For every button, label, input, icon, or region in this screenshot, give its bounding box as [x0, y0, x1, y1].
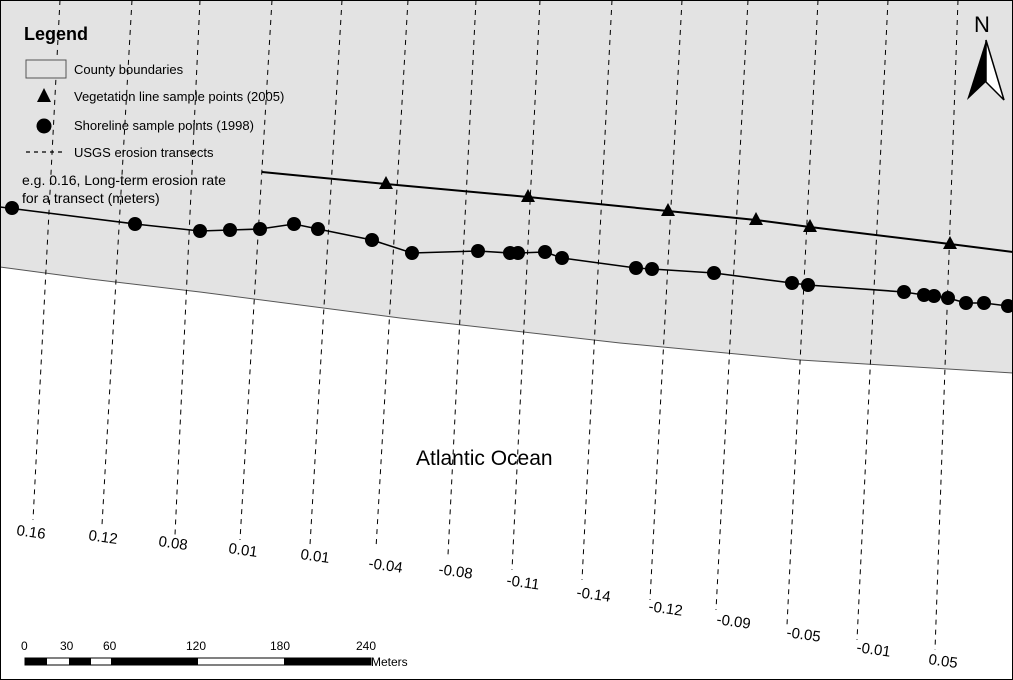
erosion-transect	[375, 0, 409, 549]
shoreline-point	[959, 296, 973, 310]
legend: Legend County boundaries Vegetation line…	[22, 24, 284, 206]
scale-tick-label: 180	[270, 639, 290, 653]
scale-tick-label: 30	[60, 639, 74, 653]
transect-rate-label: -0.01	[855, 639, 891, 661]
erosion-transect	[239, 0, 273, 541]
transect-rate-label: 0.08	[157, 533, 188, 554]
transect-rate-label: -0.08	[437, 561, 473, 583]
shoreline-point	[311, 222, 325, 236]
shoreline-point	[629, 261, 643, 275]
legend-item-label: County boundaries	[74, 62, 184, 77]
vegetation-point	[803, 219, 817, 232]
transect-rate-label: -0.04	[367, 555, 403, 577]
erosion-transect	[101, 0, 133, 526]
vegetation-line	[261, 171, 1013, 253]
county-boundary	[0, 0, 1013, 374]
vegetation-points-layer	[379, 176, 957, 249]
transect-rate-label: -0.14	[575, 584, 611, 606]
shoreline-point	[287, 217, 301, 231]
transect-rate-label: -0.12	[647, 598, 683, 620]
shoreline-point	[927, 289, 941, 303]
vegetation-point	[661, 203, 675, 216]
transect-rate-label: 0.05	[927, 651, 958, 672]
erosion-transect	[32, 0, 61, 521]
note-line-2: for a transect (meters)	[22, 190, 160, 206]
note-line-1: e.g. 0.16, Long-term erosion rate	[22, 172, 226, 188]
shoreline-point	[471, 244, 485, 258]
scale-segment	[69, 658, 91, 665]
shoreline-point	[941, 291, 955, 305]
erosion-transect	[715, 0, 749, 611]
shoreline-point	[1001, 299, 1013, 313]
transect-rate-labels: 0.16 0.12 0.08 0.01 0.01 -0.04 -0.08 -0.11 -0.14…	[15, 522, 958, 672]
shoreline-point	[977, 296, 991, 310]
shoreline-point	[645, 262, 659, 276]
scale-tick-label: 0	[21, 639, 28, 653]
legend-item-label: Vegetation line sample points (2005)	[74, 89, 284, 104]
erosion-transects	[32, 0, 959, 651]
legend-title: Legend	[24, 24, 88, 44]
legend-item-label: Shoreline sample points (1998)	[74, 118, 254, 133]
transect-rate-label: 0.01	[299, 546, 330, 567]
scale-bar: 0 30 60 120 180 240 Meters	[21, 639, 408, 669]
erosion-transect	[786, 0, 819, 626]
north-arrow-icon	[985, 39, 1005, 101]
shoreline-point	[405, 246, 419, 260]
vegetation-point	[379, 176, 393, 189]
vegetation-point	[521, 189, 535, 202]
scale-segment	[25, 658, 47, 665]
shoreline-point	[785, 276, 799, 290]
vegetation-point	[943, 236, 957, 249]
erosion-transect	[856, 0, 889, 641]
scale-segment	[111, 658, 198, 665]
county-boundary-swatch	[25, 59, 67, 79]
erosion-transect	[934, 0, 959, 651]
shoreline-point	[511, 246, 525, 260]
shoreline-point	[538, 245, 552, 259]
north-arrow-icon	[967, 40, 986, 100]
north-label: N	[974, 12, 990, 37]
transect-rate-label: -0.05	[785, 624, 821, 646]
transect-rate-label: 0.16	[15, 522, 46, 543]
shoreline-point	[5, 201, 19, 215]
scale-tick-label: 240	[356, 639, 376, 653]
shoreline-point	[707, 266, 721, 280]
north-arrow: N	[967, 12, 1005, 101]
shoreline-point	[365, 233, 379, 247]
scale-segment	[284, 658, 371, 665]
shoreline-point	[555, 251, 569, 265]
vegetation-point	[749, 212, 763, 225]
shoreline-point	[897, 285, 911, 299]
legend-item-label: USGS erosion transects	[74, 145, 214, 160]
transect-rate-label: -0.09	[715, 611, 751, 633]
circle-icon	[36, 118, 52, 134]
transect-rate-label: 0.12	[87, 527, 118, 548]
shoreline-point	[223, 223, 237, 237]
shoreline-point	[801, 278, 815, 292]
shoreline-points-layer	[5, 201, 1013, 313]
scale-unit: Meters	[371, 655, 408, 669]
shoreline-point	[193, 224, 207, 238]
shoreline-point	[253, 222, 267, 236]
ocean-label: Atlantic Ocean	[416, 447, 553, 470]
erosion-transect	[447, 0, 477, 556]
transect-rate-label: 0.01	[227, 540, 258, 561]
scale-tick-label: 120	[186, 639, 206, 653]
shoreline-point	[128, 217, 142, 231]
erosion-transect	[309, 0, 343, 546]
scale-tick-label: 60	[103, 639, 117, 653]
transect-rate-label: -0.11	[505, 572, 540, 593]
erosion-transect	[649, 0, 683, 601]
erosion-transect	[581, 0, 613, 581]
triangle-icon	[37, 88, 51, 102]
